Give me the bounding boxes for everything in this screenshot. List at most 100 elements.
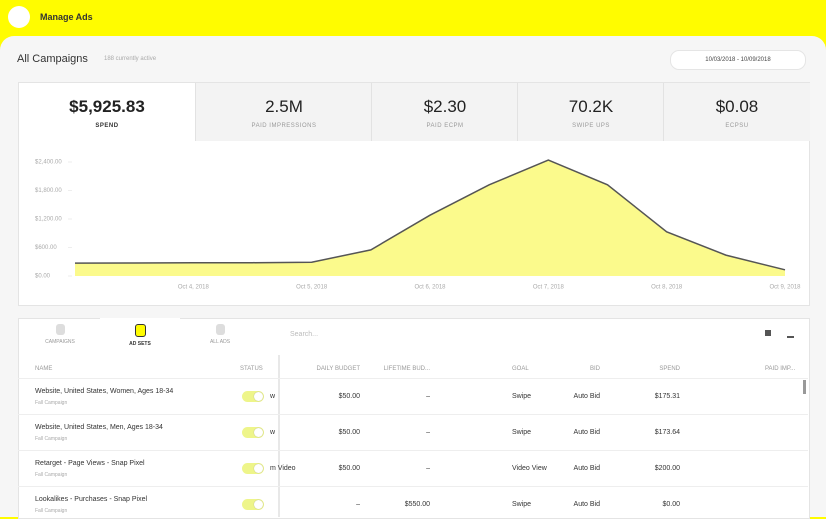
cell: $50.00 — [338, 465, 360, 472]
status-toggle[interactable] — [242, 463, 264, 474]
tab[interactable]: CAMPAIGNS — [20, 318, 100, 352]
cell: w — [270, 393, 276, 400]
metric-value: $5,925.83 — [69, 97, 145, 116]
metric-tab[interactable]: $0.08 ECPSU — [663, 83, 810, 141]
scrollbar — [803, 380, 806, 394]
cell: Swipe — [512, 393, 532, 400]
row-campaign: Fall Campaign — [35, 436, 68, 442]
cell: $50.00 — [338, 393, 360, 400]
row-divider — [18, 450, 808, 451]
cell: Video View — [512, 465, 547, 472]
y-tick-label: $1,800.00 — [35, 188, 62, 194]
cell: $0.00 — [662, 501, 680, 508]
column-header: BID — [589, 366, 600, 372]
cell: $50.00 — [338, 429, 360, 436]
x-tick-label: Oct 6, 2018 — [414, 285, 446, 291]
column-header: LIFETIME BUD... — [383, 366, 430, 372]
cell: Auto Bid — [573, 429, 600, 436]
status-toggle[interactable] — [242, 499, 264, 510]
metric-value: $2.30 — [423, 97, 467, 116]
cell: – — [426, 393, 430, 400]
logo[interactable] — [8, 6, 30, 28]
x-tick-label: Oct 7, 2018 — [533, 285, 565, 291]
metric-tab[interactable]: 2.5M PAID IMPRESSIONS — [195, 83, 372, 141]
tab-icon — [55, 324, 65, 335]
filter-icon[interactable] — [765, 330, 771, 336]
column-header: PAID IMP... — [765, 366, 796, 372]
tab[interactable]: ALL ADS — [180, 318, 260, 352]
cell: Auto Bid — [573, 393, 600, 400]
line — [74, 159, 786, 271]
cell: Swipe — [512, 429, 532, 436]
tab-icon — [134, 324, 146, 337]
search[interactable]: Search... — [290, 331, 319, 338]
x-tick-label: Oct 9, 2018 — [769, 285, 801, 291]
metric-label: PAID IMPRESSIONS — [251, 123, 317, 129]
toggle-knob — [254, 464, 263, 473]
y-tick-label: $1,200.00 — [35, 217, 62, 223]
download-icon[interactable] — [787, 330, 794, 338]
cell: m Video — [270, 465, 296, 472]
row-name[interactable]: Website, United States, Women, Ages 18-3… — [35, 388, 174, 395]
column-header: DAILY BUDGET — [316, 366, 360, 372]
row-campaign: Fall Campaign — [35, 508, 68, 514]
cell: $550.00 — [404, 501, 430, 508]
column-header: SPEND — [659, 366, 680, 372]
cell: $200.00 — [654, 465, 680, 472]
y-tick-label: $600.00 — [35, 245, 57, 251]
cell: Auto Bid — [573, 465, 600, 472]
tab-icon — [215, 324, 225, 335]
metric-label: PAID ECPM — [426, 123, 464, 129]
row-divider — [18, 378, 808, 379]
tab-label: AD SETS — [129, 341, 151, 347]
row-campaign: Fall Campaign — [35, 400, 68, 406]
cell: $175.31 — [654, 393, 680, 400]
subtitle: 188 currently active — [104, 56, 157, 62]
cell: $173.64 — [654, 429, 680, 436]
column-header: GOAL — [512, 366, 529, 372]
app-menu[interactable]: Manage Ads — [40, 12, 93, 22]
row-name[interactable]: Retarget - Page Views - Snap Pixel — [35, 460, 145, 467]
page-title: All Campaigns — [17, 53, 88, 65]
x-tick-label: Oct 8, 2018 — [651, 285, 683, 291]
status-toggle[interactable] — [242, 391, 264, 402]
cell: w — [270, 429, 276, 436]
column-header: NAME — [35, 366, 53, 372]
toggle-knob — [254, 392, 263, 401]
y-tick-label: $2,400.00 — [35, 160, 62, 166]
x-tick-label: Oct 4, 2018 — [178, 285, 210, 291]
metric-tab[interactable]: $5,925.83 SPEND — [19, 83, 195, 141]
row-name[interactable]: Website, United States, Men, Ages 18-34 — [35, 424, 163, 431]
row-campaign: Fall Campaign — [35, 472, 68, 478]
status-toggle[interactable] — [242, 427, 264, 438]
metric-value: 2.5M — [265, 97, 303, 116]
cell: – — [426, 429, 430, 436]
cell: – — [356, 501, 360, 508]
x-tick-label: Oct 5, 2018 — [296, 285, 328, 291]
tab[interactable]: AD SETS — [100, 318, 180, 352]
metric-value: $0.08 — [715, 97, 759, 116]
row-divider — [18, 414, 808, 415]
tab-label: CAMPAIGNS — [45, 339, 75, 345]
toggle-knob — [254, 428, 263, 437]
row-divider — [18, 486, 808, 487]
metric-label: SWIPE UPS — [572, 123, 610, 129]
divider — [278, 355, 280, 517]
cell: – — [426, 465, 430, 472]
cell: Swipe — [512, 501, 532, 508]
metric-tab[interactable]: $2.30 PAID ECPM — [371, 83, 518, 141]
area — [75, 160, 785, 276]
chart: $0.00 $600.00 $1,200.00 $1,800.00 $2,400.00 O… — [35, 159, 801, 291]
toggle-knob — [254, 500, 263, 509]
metric-label: ECPSU — [725, 123, 749, 129]
cell: Auto Bid — [573, 501, 600, 508]
column-header: STATUS — [240, 366, 263, 372]
row-name[interactable]: Lookalikes - Purchases - Snap Pixel — [35, 496, 148, 503]
metric-label: SPEND — [95, 123, 119, 129]
metric-tab[interactable]: 70.2K SWIPE UPS — [517, 83, 664, 141]
tab-label: ALL ADS — [209, 339, 231, 345]
y-tick-label: $0.00 — [35, 274, 51, 280]
metric-value: 70.2K — [568, 97, 614, 116]
date-picker[interactable]: 10/03/2018 - 10/09/2018 — [670, 50, 806, 70]
